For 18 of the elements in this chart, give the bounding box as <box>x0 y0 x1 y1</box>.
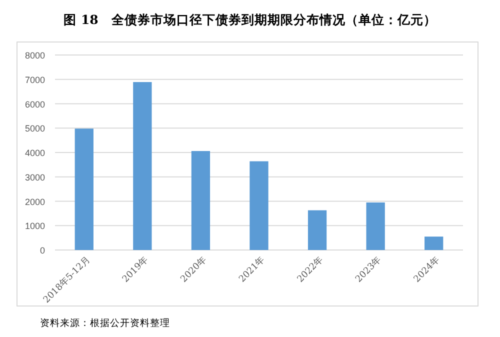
y-tick-label: 6000 <box>24 99 45 110</box>
bar <box>366 202 385 250</box>
bar <box>133 82 152 250</box>
y-tick-label: 8000 <box>24 50 45 60</box>
chart-title: 图 18 全债券市场口径下债券到期期限分布情况（单位：亿元） <box>64 12 436 27</box>
y-tick-label: 5000 <box>24 124 45 134</box>
bar <box>74 128 94 250</box>
bar <box>191 151 210 250</box>
y-tick-label: 2000 <box>24 196 45 207</box>
y-tick-label: 1000 <box>24 221 45 232</box>
bar <box>308 210 327 250</box>
y-tick-label: 4000 <box>24 148 45 158</box>
bar <box>250 161 268 250</box>
y-tick-label: 7000 <box>24 74 45 85</box>
y-tick-label: 0 <box>40 246 45 256</box>
y-tick-label: 3000 <box>24 172 45 182</box>
bar <box>424 236 444 250</box>
text: 资料来源：根据公开资料整理 <box>40 317 170 329</box>
